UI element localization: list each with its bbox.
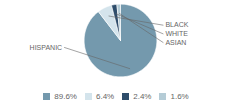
svg-text:HISPANIC: HISPANIC	[30, 44, 63, 51]
html-text:1.6%: 1.6%	[170, 92, 189, 100]
html-text:2.4%: 2.4%	[133, 92, 152, 100]
html-text:6.4%: 6.4%	[96, 92, 115, 100]
svg-text:BLACK: BLACK	[165, 21, 188, 28]
html-text:89.6%: 89.6%	[54, 92, 77, 100]
svg-text:ASIAN: ASIAN	[165, 39, 186, 46]
svg-text:WHITE: WHITE	[165, 30, 188, 37]
